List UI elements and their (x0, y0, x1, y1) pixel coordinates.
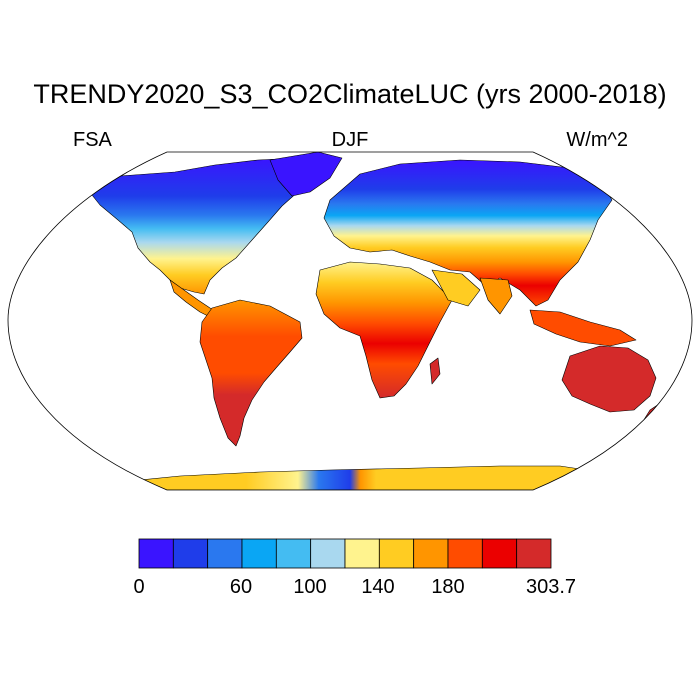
north-america-landmass (87, 157, 319, 295)
colorbar-swatch (413, 538, 449, 569)
india-landmass (479, 277, 513, 315)
arabia-landmass (431, 269, 481, 307)
new-zealand-landmass (639, 401, 667, 427)
colorbar-tick-label: 60 (229, 576, 253, 598)
colorbar-tick-label: 140 (361, 576, 395, 598)
colorbar-swatch (481, 538, 518, 569)
africa-landmass (315, 261, 453, 399)
colorbar-tick-label: 0 (133, 576, 145, 598)
greenland-landmass (269, 152, 343, 197)
units-label: W/m^2 (566, 129, 628, 151)
colorbar-swatch (241, 538, 277, 569)
colorbar-swatch (344, 538, 380, 569)
colorbar-swatch (172, 538, 209, 569)
map-frame (7, 151, 693, 491)
colorbar-tick-label: 303.7 (525, 576, 577, 598)
colorbar-swatch (447, 538, 483, 569)
madagascar-landmass (429, 357, 441, 385)
colorbar-tick-label: 100 (293, 576, 327, 598)
eurasia-landmass (323, 159, 613, 307)
colorbar-swatch (516, 538, 552, 569)
colorbar-swatch (138, 538, 174, 569)
antarctica-landmass (89, 465, 611, 490)
colorbar (138, 538, 552, 569)
colorbar-swatch (207, 538, 243, 569)
maritime-southeast-asia (529, 309, 637, 347)
map-title: TRENDY2020_S3_CO2ClimateLUC (yrs 2000-20… (33, 79, 667, 109)
colorbar-tick-label: 180 (431, 576, 465, 598)
variable-label: FSA (73, 129, 112, 151)
colorbar-swatch (310, 538, 346, 569)
colorbar-swatch (378, 538, 415, 569)
south-america-landmass (199, 299, 303, 447)
australia-landmass (561, 345, 657, 413)
colorbar-swatch (275, 538, 312, 569)
season-label: DJF (331, 129, 369, 151)
